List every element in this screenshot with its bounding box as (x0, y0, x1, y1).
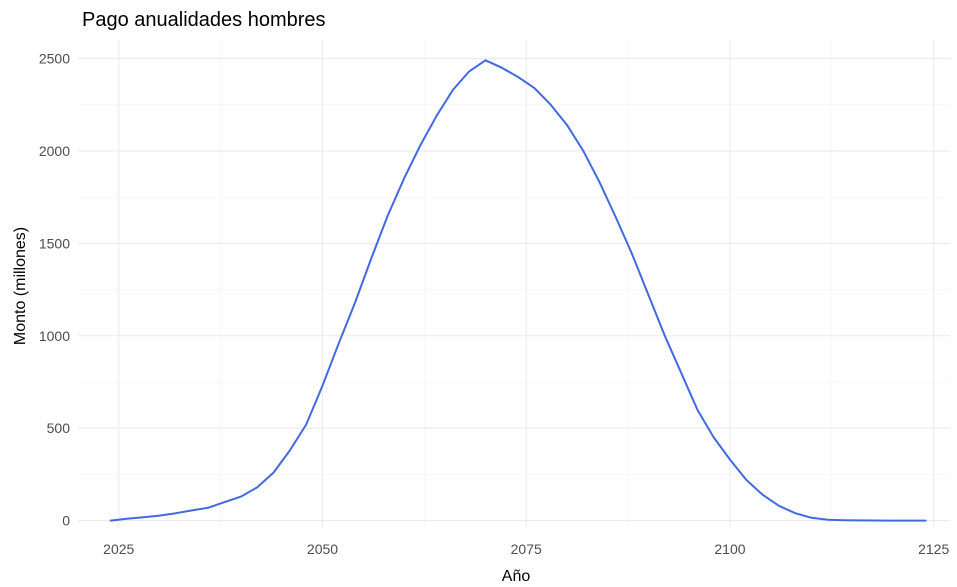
y-tick-label: 1000 (39, 328, 70, 344)
x-tick-labels: 2025 2050 2075 2100 2125 (103, 541, 949, 557)
major-gridlines (78, 40, 950, 528)
series-line (109, 59, 927, 522)
y-tick-label: 2500 (39, 50, 70, 66)
y-tick-labels: 0 500 1000 1500 2000 2500 (39, 50, 70, 528)
y-tick-label: 0 (62, 513, 70, 529)
x-tick-label: 2125 (918, 541, 949, 557)
y-tick-label: 2000 (39, 143, 70, 159)
series-layer (109, 59, 927, 522)
x-tick-label: 2075 (511, 541, 542, 557)
x-tick-label: 2025 (103, 541, 134, 557)
x-tick-label: 2050 (307, 541, 338, 557)
chart-title: Pago anualidades hombres (82, 9, 326, 31)
minor-gridlines (78, 40, 950, 528)
y-axis-title: Monto (millones) (12, 227, 29, 345)
y-tick-label: 1500 (39, 235, 70, 251)
x-axis-title: Año (502, 568, 531, 585)
y-tick-label: 500 (47, 420, 71, 436)
x-tick-label: 2100 (714, 541, 745, 557)
